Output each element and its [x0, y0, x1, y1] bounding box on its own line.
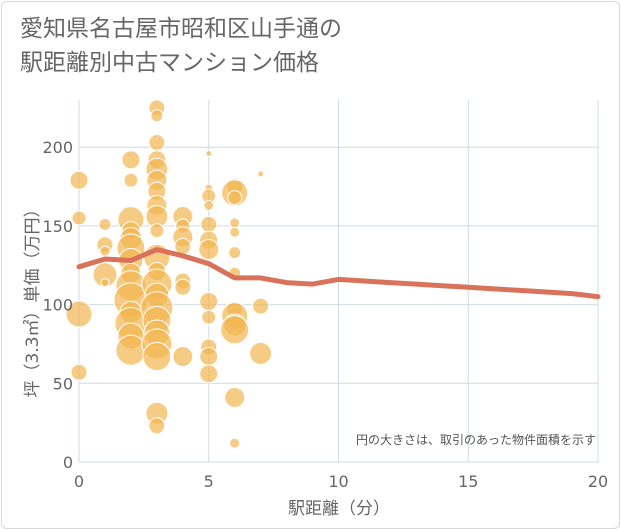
- data-bubble: [229, 226, 241, 238]
- x-axis-title: 駅距離（分）: [288, 499, 390, 519]
- data-bubble: [199, 291, 219, 311]
- data-bubble: [199, 347, 219, 367]
- y-tick-label: 150: [42, 217, 73, 236]
- x-tick-label: 0: [74, 472, 84, 491]
- data-bubble: [99, 245, 111, 257]
- data-bubble: [249, 341, 273, 365]
- data-bubble: [228, 246, 242, 260]
- data-bubble: [252, 297, 270, 315]
- data-bubble: [69, 170, 89, 190]
- x-tick-label: 10: [328, 472, 348, 491]
- data-bubble: [201, 309, 217, 325]
- average-price-line: [76, 247, 601, 300]
- chart-title: 愛知県名古屋市昭和区山手通の 駅距離別中古マンション価格: [20, 12, 342, 80]
- y-tick-label: 0: [63, 453, 73, 472]
- y-tick-label: 50: [53, 374, 73, 393]
- data-bubble: [229, 437, 241, 449]
- data-bubble: [65, 300, 93, 328]
- data-bubble: [142, 342, 172, 372]
- x-tick-label: 5: [204, 472, 214, 491]
- data-bubble: [199, 364, 219, 384]
- data-bubble: [123, 172, 139, 188]
- chart-title-line1: 愛知県名古屋市昭和区山手通の: [20, 16, 342, 42]
- data-bubble: [115, 334, 147, 366]
- data-bubble: [98, 217, 112, 231]
- y-tick-label: 200: [42, 138, 73, 157]
- data-bubble: [174, 278, 192, 296]
- y-tick-label: 100: [42, 296, 73, 315]
- axis-ticks: 0 50 100 150 200 0 5 10 15 20: [42, 138, 608, 491]
- data-bubble: [100, 278, 110, 288]
- data-bubble: [70, 363, 88, 381]
- data-bubble: [257, 170, 265, 178]
- data-bubble: [229, 217, 241, 229]
- chart-title-line2: 駅距離別中古マンション価格: [20, 50, 319, 76]
- data-bubble: [224, 386, 246, 408]
- y-axis-title: 坪（3.3㎡）単価（万円）: [23, 200, 43, 397]
- data-bubble: [200, 215, 218, 233]
- data-bubble: [220, 315, 250, 345]
- data-bubble: [150, 109, 164, 123]
- data-bubble: [205, 150, 213, 158]
- data-bubble: [71, 210, 87, 226]
- data-bubble: [172, 346, 194, 368]
- bubble-layer: [65, 99, 273, 449]
- x-tick-label: 20: [588, 472, 608, 491]
- data-bubble: [203, 199, 215, 211]
- trend-line-layer: [76, 247, 601, 300]
- data-bubble: [121, 150, 141, 170]
- bubble-size-note: 円の大きさは、取引のあった物件面積を示す: [356, 432, 596, 447]
- data-bubble: [198, 239, 220, 261]
- data-bubble: [149, 223, 165, 239]
- data-bubble: [227, 190, 243, 206]
- data-bubble: [148, 417, 166, 435]
- data-bubble: [148, 133, 166, 151]
- x-tick-label: 15: [458, 472, 478, 491]
